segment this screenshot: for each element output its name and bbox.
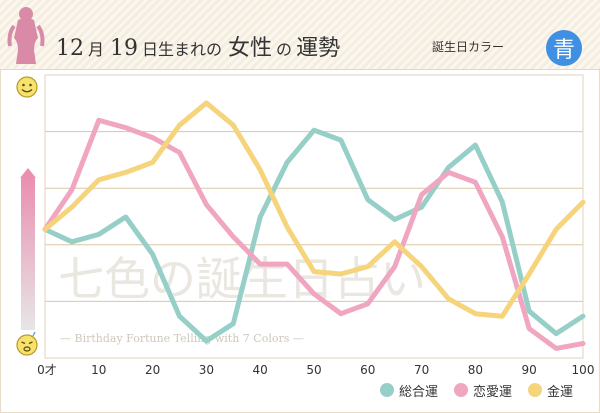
legend-swatch-money [528,383,543,397]
x-tick-label: 0才 [37,363,57,377]
x-axis-tick-labels: 0才 10 20 30 40 50 60 70 80 90 100 [37,363,594,377]
y-scale-bar [16,76,38,356]
scale-arrow-head [20,168,36,178]
x-tick-label: 50 [306,363,321,377]
series-line-money [42,100,586,319]
title-main: 女性 [228,36,273,61]
x-tick-label: 10 [91,363,106,377]
legend-swatch-overall [380,383,394,397]
scale-gradient-bar [21,177,35,330]
legend-label-money: 金運 [547,384,574,400]
birthday-color-label: 誕生日カラー [432,40,505,54]
x-tick-label: 100 [572,363,595,377]
legend: 総合運 恋愛運 金運 [380,380,573,400]
x-tick-label: 40 [253,363,268,377]
x-tick-label: 20 [145,363,160,377]
title-tail: 運勢 [296,36,341,61]
legend-label-love: 恋愛運 [473,384,513,400]
page-title: 12 月 19 日生まれの 女性 の 運勢 [56,30,340,61]
birthday-color-badge: 青 [546,30,582,66]
plot-area [44,74,584,359]
series-lines [42,100,586,351]
worried-face-icon [16,331,38,356]
watermark-subtitle: — Birthday Fortune Telling with 7 Colors… [60,332,304,345]
day-unit: 日生まれの [142,40,223,59]
x-tick-label: 30 [199,363,214,377]
x-tick-label: 60 [360,363,375,377]
x-tick-label: 80 [468,363,483,377]
birth-day: 19 [110,36,139,61]
series-line-overall [42,127,586,344]
month-unit: 月 [88,40,105,59]
smile-face-icon [16,76,38,98]
plot-border [44,74,584,359]
header: 12 月 19 日生まれの 女性 の 運勢 誕生日カラー 青 [0,0,600,70]
x-tick-label: 90 [522,363,537,377]
x-tick-label: 70 [414,363,429,377]
series-line-love [42,117,586,351]
birth-month: 12 [56,36,84,61]
fortune-line-chart: 七色の誕生日占い — Birthday Fortune Telling with… [16,74,594,377]
woman-silhouette-icon [7,7,45,64]
legend-swatch-love [454,383,469,397]
legend-label-overall: 総合運 [399,384,439,400]
title-particle: の [276,40,293,59]
